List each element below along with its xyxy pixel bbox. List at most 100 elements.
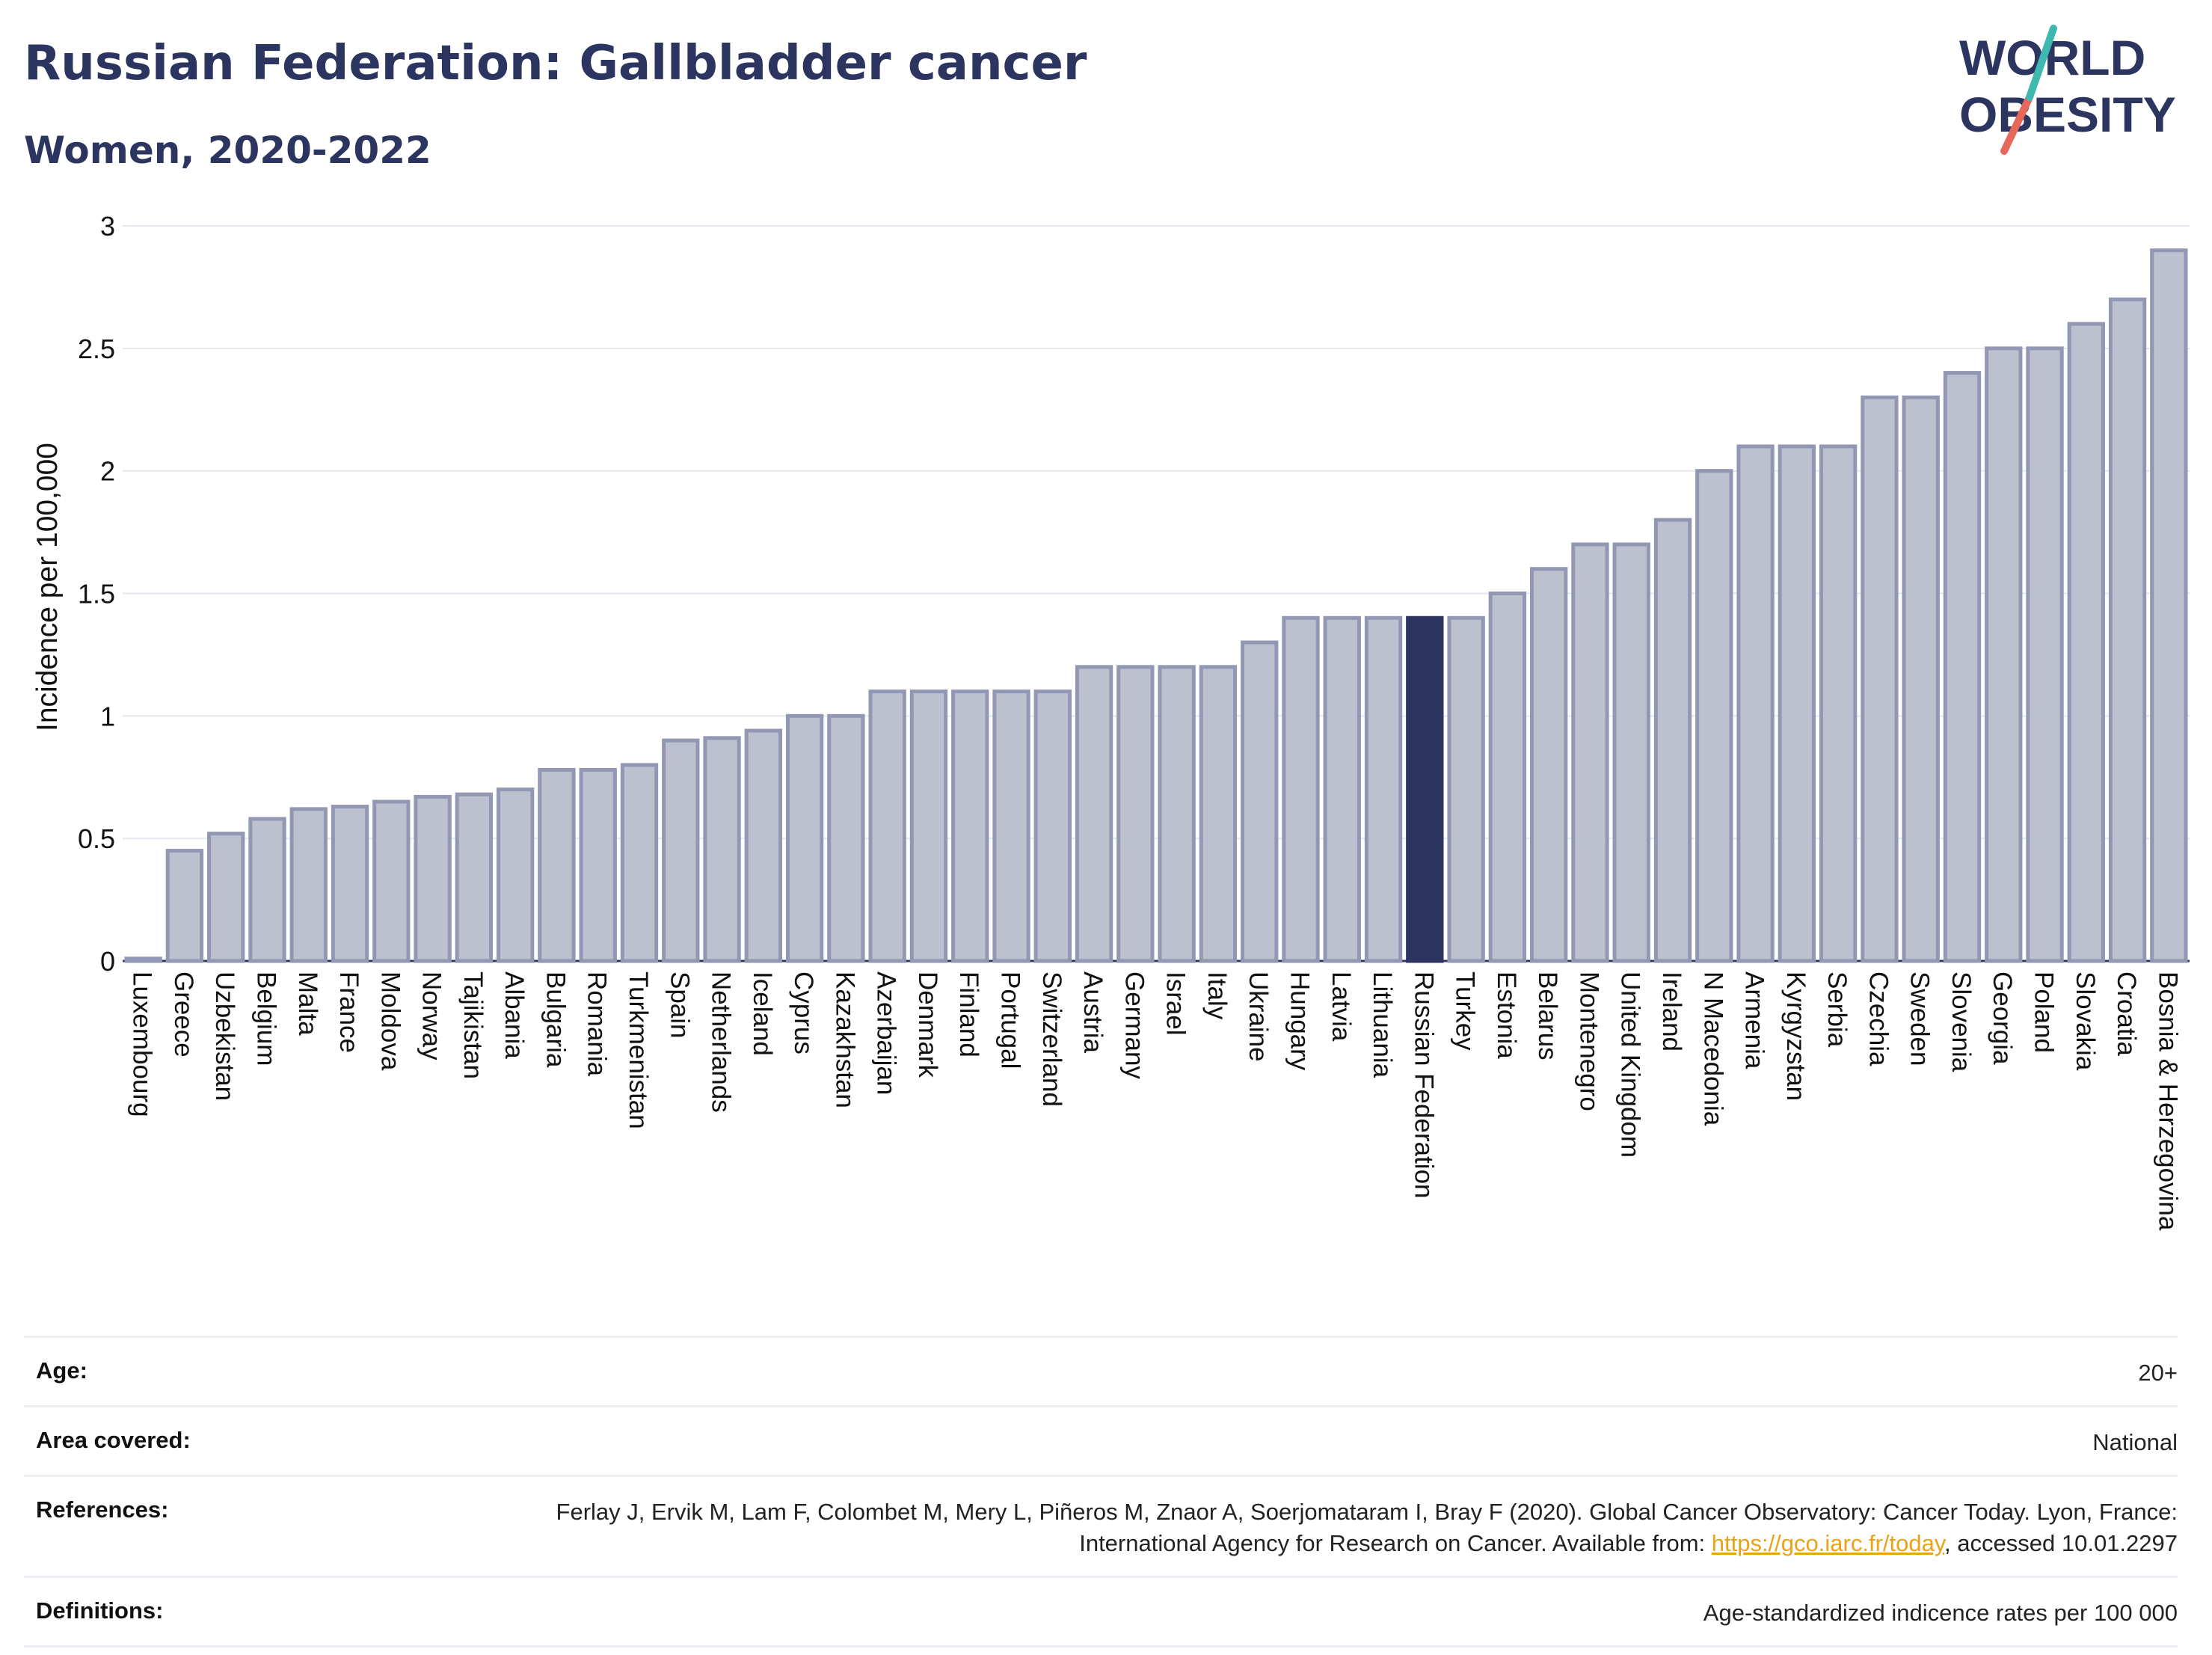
bar [1158,665,1196,963]
x-tick-label: Poland [2030,971,2059,1053]
bar [414,794,452,963]
bar [868,690,906,963]
x-tick-label: Montenegro [1574,971,1603,1111]
x-tick-label: Finland [954,971,983,1057]
bar [827,713,865,963]
x-tick-label: Luxembourg [128,971,157,1117]
bar [992,690,1030,963]
bar [1778,444,1816,963]
y-tick-label: 1.5 [78,579,115,610]
bar [1364,615,1403,963]
x-tick-label: Cyprus [789,971,818,1054]
references-label: References: [36,1496,169,1523]
bar [2108,297,2147,963]
x-tick-label: France [334,971,363,1053]
bar [579,767,617,963]
bar [703,736,741,963]
x-tick-label: Israel [1161,971,1191,1036]
x-tick-label: Uzbekistan [210,971,239,1101]
bar [2067,322,2105,963]
bar [1653,518,1692,963]
bar [1199,665,1238,963]
x-tick-label: Belgium [251,971,280,1066]
area-label: Area covered: [36,1427,191,1453]
bar [248,817,286,963]
bar [1612,542,1650,963]
bar [165,849,204,963]
x-tick-label: Serbia [1822,971,1852,1048]
x-tick-label: Bosnia & Herzegovina [2153,971,2182,1231]
x-tick-label: Croatia [2112,971,2141,1056]
x-tick-label: Italy [1202,971,1232,1020]
references-link[interactable]: https://gco.iarc.fr/today [1711,1530,1945,1556]
bar [1075,665,1113,963]
logo-line2: OBESITY [1959,87,2176,142]
y-tick-label: 0 [100,946,115,977]
bar [1861,395,1899,963]
definitions-label: Definitions: [36,1597,164,1624]
bar [372,799,411,963]
x-tick-label: Latvia [1327,971,1356,1042]
bar [1571,542,1609,963]
bar [1033,690,1072,963]
y-tick-label: 1 [100,701,115,731]
x-tick-label: Iceland [748,971,777,1056]
logo-slash-teal [2026,25,2057,101]
x-tick-label: Lithuania [1368,971,1397,1078]
x-tick-label: Ukraine [1244,971,1273,1062]
x-tick-label: Netherlands [707,971,736,1113]
x-tick-label: Bulgaria [541,971,570,1068]
bar-highlighted [1406,615,1444,963]
x-tick-label: Belarus [1533,971,1562,1060]
bar [496,787,535,963]
x-tick-label: Slovenia [1947,971,1976,1072]
x-tick-label: Kazakhstan [830,971,859,1108]
x-tick-label: Ireland [1657,971,1686,1051]
references-text: Ferlay J, Ervik M, Lam F, Colombet M, Me… [556,1499,2178,1556]
x-tick-label: Georgia [1988,971,2017,1065]
bar [2026,346,2064,963]
x-tick-label: N Macedonia [1698,971,1727,1126]
x-tick-label: Turkmenistan [624,971,653,1129]
bar [207,832,245,963]
info-row-definitions: Definitions: Age-standardized indicence … [24,1576,2178,1648]
bar [620,763,659,963]
world-obesity-logo: WORLD OBESITY [1959,25,2176,155]
bar [331,805,369,963]
bar [538,767,576,963]
bar [289,807,328,963]
x-tick-label: Hungary [1285,971,1314,1071]
x-tick-label: Tajikistan [458,971,488,1079]
x-tick-label: Romania [583,971,612,1077]
bar [1241,640,1279,963]
info-row-age: Age: 20+ [24,1336,2178,1405]
info-row-references: References: Ferlay J, Ervik M, Lam F, Co… [24,1475,2178,1576]
bar [951,690,989,963]
bar [909,690,948,963]
x-tick-label: Malta [293,971,322,1036]
x-tick-label: Sweden [1905,971,1935,1066]
y-tick-label: 2 [100,456,115,487]
bar [1985,346,2023,963]
bar [1736,444,1775,963]
y-tick-label: 0.5 [78,823,115,854]
y-axis-label: Incidence per 100,000 [31,443,64,731]
x-tick-label: Czechia [1864,971,1893,1066]
y-tick-label: 3 [100,211,115,242]
bar [1282,615,1320,963]
bar [1529,567,1568,963]
bar [785,713,824,963]
x-tick-label: United Kingdom [1616,971,1645,1158]
x-tick-label: Kyrgyzstan [1781,971,1810,1101]
x-tick-label: Armenia [1740,971,1769,1069]
bar [1323,615,1361,963]
x-tick-label: Albania [500,971,529,1059]
y-tick-label: 2.5 [78,334,115,364]
y-tick-labels: 0 0.5 1 1.5 2 2.5 3 [78,211,115,977]
info-table: Age: 20+ Area covered: National Referenc… [24,1336,2178,1648]
bar [1695,469,1733,963]
bar [744,728,783,963]
x-tick-labels: Luxembourg Greece Uzbekistan Belgium Malta Fr… [128,971,2183,1231]
page-title: Russian Federation: Gallbladder cancer [24,36,1087,91]
bar-chart: 0 0.5 1 1.5 2 2.5 3 Luxembourg Greece Uzbekistan… [31,211,2190,1231]
